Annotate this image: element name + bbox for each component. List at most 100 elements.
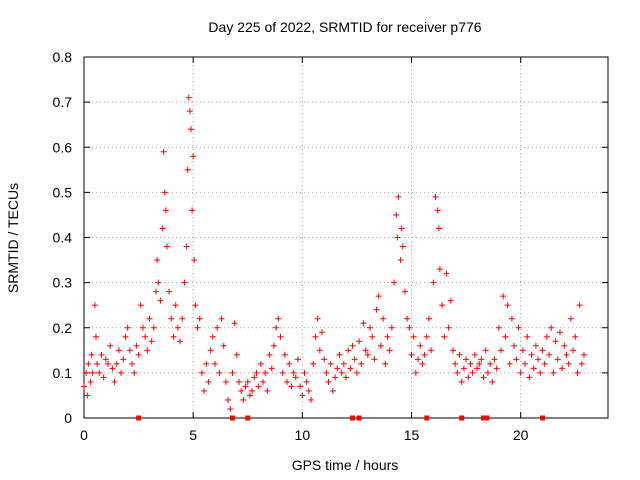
- data-point: [81, 383, 87, 390]
- data-point: [154, 257, 161, 264]
- data-point: [513, 356, 520, 363]
- data-point: [395, 193, 402, 200]
- data-point: [434, 207, 441, 214]
- data-point: [498, 347, 505, 354]
- data-point: [436, 266, 443, 273]
- data-point: [391, 279, 398, 286]
- data-point: [222, 378, 229, 385]
- chart-title: Day 225 of 2022, SRMTID for receiver p77…: [208, 19, 481, 35]
- data-point: [325, 378, 332, 385]
- data-point: [565, 360, 572, 367]
- data-point: [218, 315, 225, 322]
- data-point: [478, 356, 485, 363]
- data-point: [508, 315, 515, 322]
- y-tick-label: 0.2: [53, 320, 73, 336]
- data-point: [262, 369, 269, 376]
- bottom-marker: [229, 415, 235, 421]
- data-point: [105, 360, 112, 367]
- data-point: [264, 387, 271, 394]
- data-point: [367, 324, 374, 331]
- data-point: [419, 360, 426, 367]
- x-tick-label: 5: [189, 427, 197, 443]
- data-point: [115, 347, 122, 354]
- data-point: [83, 369, 90, 376]
- data-point: [552, 338, 559, 345]
- data-point: [244, 378, 251, 385]
- data-point: [323, 369, 330, 376]
- data-point: [301, 369, 308, 376]
- bottom-marker: [350, 415, 356, 421]
- data-point: [559, 365, 566, 372]
- data-point: [91, 302, 98, 309]
- y-tick-label: 0.3: [53, 275, 73, 291]
- data-point: [522, 360, 529, 367]
- data-point: [161, 189, 168, 196]
- data-point: [192, 302, 199, 309]
- data-point: [539, 347, 546, 354]
- data-point: [364, 351, 371, 358]
- data-point: [408, 351, 415, 358]
- data-point: [163, 243, 170, 250]
- data-point: [144, 347, 151, 354]
- data-point: [399, 243, 406, 250]
- data-point: [401, 288, 408, 295]
- data-point: [550, 369, 557, 376]
- data-point: [174, 324, 181, 331]
- bottom-marker: [356, 415, 362, 421]
- data-point: [93, 333, 100, 340]
- data-point: [292, 374, 299, 381]
- data-point: [491, 356, 498, 363]
- data-point: [380, 315, 387, 322]
- data-point: [432, 193, 439, 200]
- data-point: [124, 324, 131, 331]
- data-point: [290, 369, 297, 376]
- data-point: [484, 369, 491, 376]
- data-point: [190, 153, 197, 160]
- data-point: [225, 396, 232, 403]
- bottom-marker: [481, 415, 487, 421]
- data-point: [353, 369, 360, 376]
- data-point: [155, 279, 162, 286]
- data-point: [511, 342, 518, 349]
- data-point: [554, 356, 561, 363]
- data-point: [360, 320, 367, 327]
- data-point: [270, 342, 277, 349]
- data-point: [184, 166, 191, 173]
- data-point: [196, 315, 203, 322]
- data-point: [236, 378, 243, 385]
- data-point: [297, 383, 304, 390]
- data-point: [535, 356, 542, 363]
- data-point: [349, 342, 356, 349]
- data-point: [216, 369, 223, 376]
- data-point: [356, 338, 363, 345]
- bottom-marker: [136, 415, 142, 421]
- data-point: [480, 374, 487, 381]
- data-point: [524, 333, 531, 340]
- y-axis-label: SRMTID / TECUs: [5, 183, 21, 293]
- data-point: [314, 315, 321, 322]
- data-point: [207, 347, 214, 354]
- data-point: [398, 225, 405, 232]
- data-point: [452, 360, 459, 367]
- data-point: [198, 369, 205, 376]
- data-point: [129, 360, 136, 367]
- data-point: [574, 369, 581, 376]
- x-tick-label: 15: [404, 427, 420, 443]
- data-point: [100, 374, 107, 381]
- data-point: [548, 324, 555, 331]
- data-point: [253, 369, 260, 376]
- data-point: [465, 374, 472, 381]
- data-point: [142, 333, 149, 340]
- data-point: [266, 351, 273, 358]
- data-point: [162, 207, 169, 214]
- data-point: [281, 351, 288, 358]
- data-point: [430, 279, 437, 286]
- data-point: [537, 369, 544, 376]
- y-tick-label: 0: [64, 410, 72, 426]
- data-point: [567, 315, 574, 322]
- data-point: [201, 387, 208, 394]
- data-point: [233, 351, 240, 358]
- data-point: [179, 315, 186, 322]
- data-point: [94, 360, 101, 367]
